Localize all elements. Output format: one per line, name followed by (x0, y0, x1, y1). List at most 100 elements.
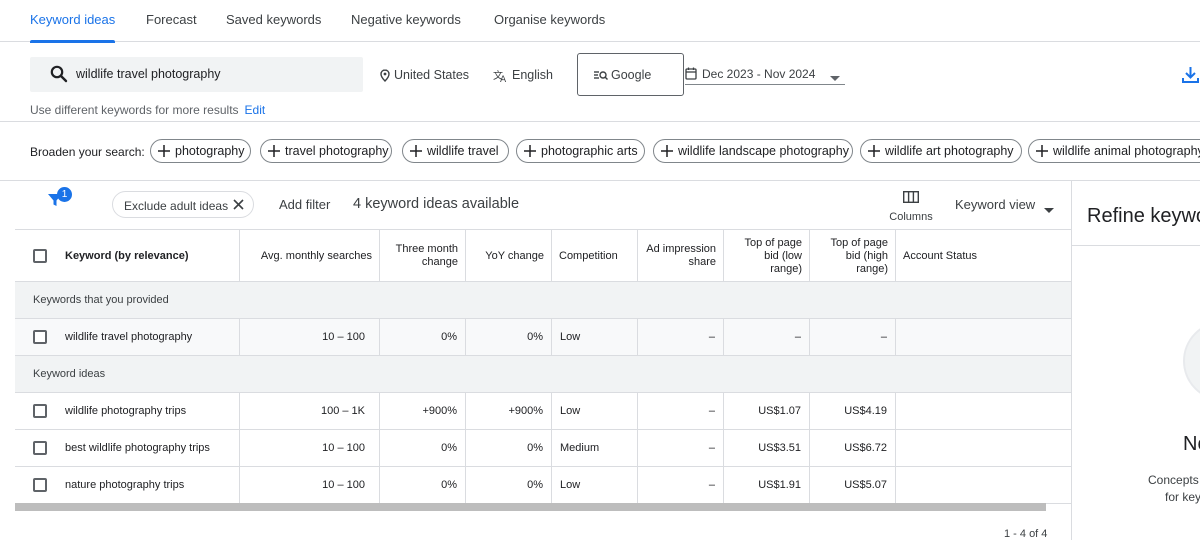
columns-button[interactable]: Columns (885, 189, 937, 225)
translate-icon: 文A (493, 69, 507, 85)
row-checkbox[interactable] (33, 478, 47, 492)
broaden-chip-label: wildlife travel (427, 144, 499, 158)
row-three-month: 0% (380, 319, 466, 355)
keyword-ideas-count: 4 keyword ideas available (353, 196, 520, 212)
row-three-month: +900% (380, 393, 466, 429)
row-account-status (896, 319, 1071, 355)
language-label: English (512, 68, 553, 82)
chevron-down-icon (1044, 202, 1054, 217)
table-header: Keyword (by relevance) Avg. monthly sear… (15, 229, 1071, 282)
keyword-view-label: Keyword view (955, 197, 1036, 212)
hint-text: Use different keywords for more results (30, 103, 239, 117)
header-bid-low[interactable]: Top of page bid (low range) (724, 230, 810, 282)
horizontal-scrollbar[interactable] (15, 503, 1046, 511)
results-toolbar: 1 Exclude adult ideas Add filter 4 keywo… (15, 181, 1071, 229)
broaden-chip[interactable]: wildlife animal photography (1028, 139, 1200, 163)
group-row-provided: Keywords that you provided (15, 282, 1071, 319)
row-ad-impression: – (638, 430, 724, 466)
broaden-chip[interactable]: wildlife travel (402, 139, 509, 163)
broaden-chip[interactable]: travel photography (260, 139, 392, 163)
row-keyword: wildlife travel photography (15, 319, 240, 355)
empty-state-text: Concepts (1148, 473, 1199, 487)
row-bid-high: US$5.07 (810, 467, 896, 503)
plus-icon (410, 145, 422, 157)
row-keyword: wildlife photography trips (15, 393, 240, 429)
row-bid-high: US$6.72 (810, 430, 896, 466)
close-icon[interactable] (233, 199, 244, 213)
download-icon[interactable] (1181, 65, 1200, 89)
row-keyword-text: best wildlife photography trips (65, 442, 210, 454)
different-keywords-hint: Use different keywords for more results E… (30, 103, 265, 117)
pagination-label: 1 - 4 of 4 (1004, 528, 1048, 540)
broaden-chip-label: travel photography (285, 144, 389, 158)
group-label-provided: Keywords that you provided (33, 294, 169, 306)
row-bid-low: US$3.51 (724, 430, 810, 466)
header-bid-high[interactable]: Top of page bid (high range) (810, 230, 896, 282)
broaden-chip[interactable]: wildlife landscape photography (653, 139, 853, 163)
columns-label: Columns (889, 211, 933, 223)
header-yoy-change[interactable]: YoY change (466, 230, 552, 282)
plus-icon (868, 145, 880, 157)
broaden-chip-label: photography (175, 144, 245, 158)
row-avg-searches: 100 – 1K (240, 393, 380, 429)
row-keyword: best wildlife photography trips (15, 430, 240, 466)
broaden-chip[interactable]: photographic arts (516, 139, 645, 163)
header-three-month-change[interactable]: Three month change (380, 230, 466, 282)
tab-saved-keywords[interactable]: Saved keywords (226, 12, 322, 27)
keyword-view-selector[interactable]: Keyword view (955, 197, 1054, 213)
row-account-status (896, 467, 1071, 503)
row-checkbox[interactable] (33, 330, 47, 344)
plus-icon (661, 145, 673, 157)
table-row[interactable]: nature photography trips 10 – 100 0% 0% … (15, 467, 1071, 504)
broaden-chip[interactable]: wildlife art photography (860, 139, 1022, 163)
row-bid-low: US$1.91 (724, 467, 810, 503)
row-avg-searches: 10 – 100 (240, 319, 380, 355)
date-range-selector[interactable]: Dec 2023 - Nov 2024 (685, 66, 845, 85)
location-selector[interactable]: United States (380, 66, 469, 84)
header-competition[interactable]: Competition (552, 230, 638, 282)
broaden-chip[interactable]: photography (150, 139, 251, 163)
add-filter-button[interactable]: Add filter (279, 197, 331, 212)
tab-keyword-ideas[interactable]: Keyword ideas (30, 0, 116, 43)
row-ad-impression: – (638, 393, 724, 429)
edit-link[interactable]: Edit (244, 103, 266, 117)
row-three-month: 0% (380, 467, 466, 503)
tab-negative-keywords[interactable]: Negative keywords (351, 12, 461, 27)
row-checkbox[interactable] (33, 441, 47, 455)
empty-state-illustration (1183, 321, 1200, 401)
tab-forecast[interactable]: Forecast (146, 12, 197, 27)
language-selector[interactable]: 文 A English (493, 66, 553, 85)
row-keyword: nature photography trips (15, 467, 240, 503)
network-selector[interactable]: Google (577, 53, 684, 96)
row-bid-high: – (810, 319, 896, 355)
row-three-month: 0% (380, 430, 466, 466)
table-row[interactable]: best wildlife photography trips 10 – 100… (15, 430, 1071, 467)
row-avg-searches: 10 – 100 (240, 467, 380, 503)
columns-icon (902, 190, 920, 206)
svg-text:文: 文 (493, 69, 503, 82)
search-icon (50, 65, 68, 88)
header-keyword[interactable]: Keyword (by relevance) (15, 230, 240, 282)
dropdown-arrow-icon (830, 71, 840, 85)
row-keyword-text: wildlife photography trips (65, 405, 187, 417)
row-keyword-text: wildlife travel photography (65, 331, 193, 343)
row-ad-impression: – (638, 467, 724, 503)
broaden-search-bar: Broaden your search: photography travel … (0, 121, 1200, 181)
table-row[interactable]: wildlife travel photography 10 – 100 0% … (15, 319, 1071, 356)
empty-state-heading: No (1183, 433, 1200, 455)
row-bid-low: US$1.07 (724, 393, 810, 429)
select-all-checkbox[interactable] (33, 249, 47, 263)
header-ad-impression-share[interactable]: Ad impression share (638, 230, 724, 282)
header-avg-monthly-searches[interactable]: Avg. monthly searches (240, 230, 380, 282)
exclude-chip-label: Exclude adult ideas (124, 199, 229, 213)
row-account-status (896, 393, 1071, 429)
keyword-search-input[interactable]: wildlife travel photography (30, 57, 363, 92)
exclude-adult-ideas-chip[interactable]: Exclude adult ideas (112, 191, 254, 218)
table-row[interactable]: wildlife photography trips 100 – 1K +900… (15, 393, 1071, 430)
row-account-status (896, 430, 1071, 466)
row-checkbox[interactable] (33, 404, 47, 418)
row-yoy: 0% (466, 319, 552, 355)
row-keyword-text: nature photography trips (65, 479, 185, 491)
tab-organise-keywords[interactable]: Organise keywords (494, 12, 606, 27)
header-account-status[interactable]: Account Status (903, 249, 977, 262)
